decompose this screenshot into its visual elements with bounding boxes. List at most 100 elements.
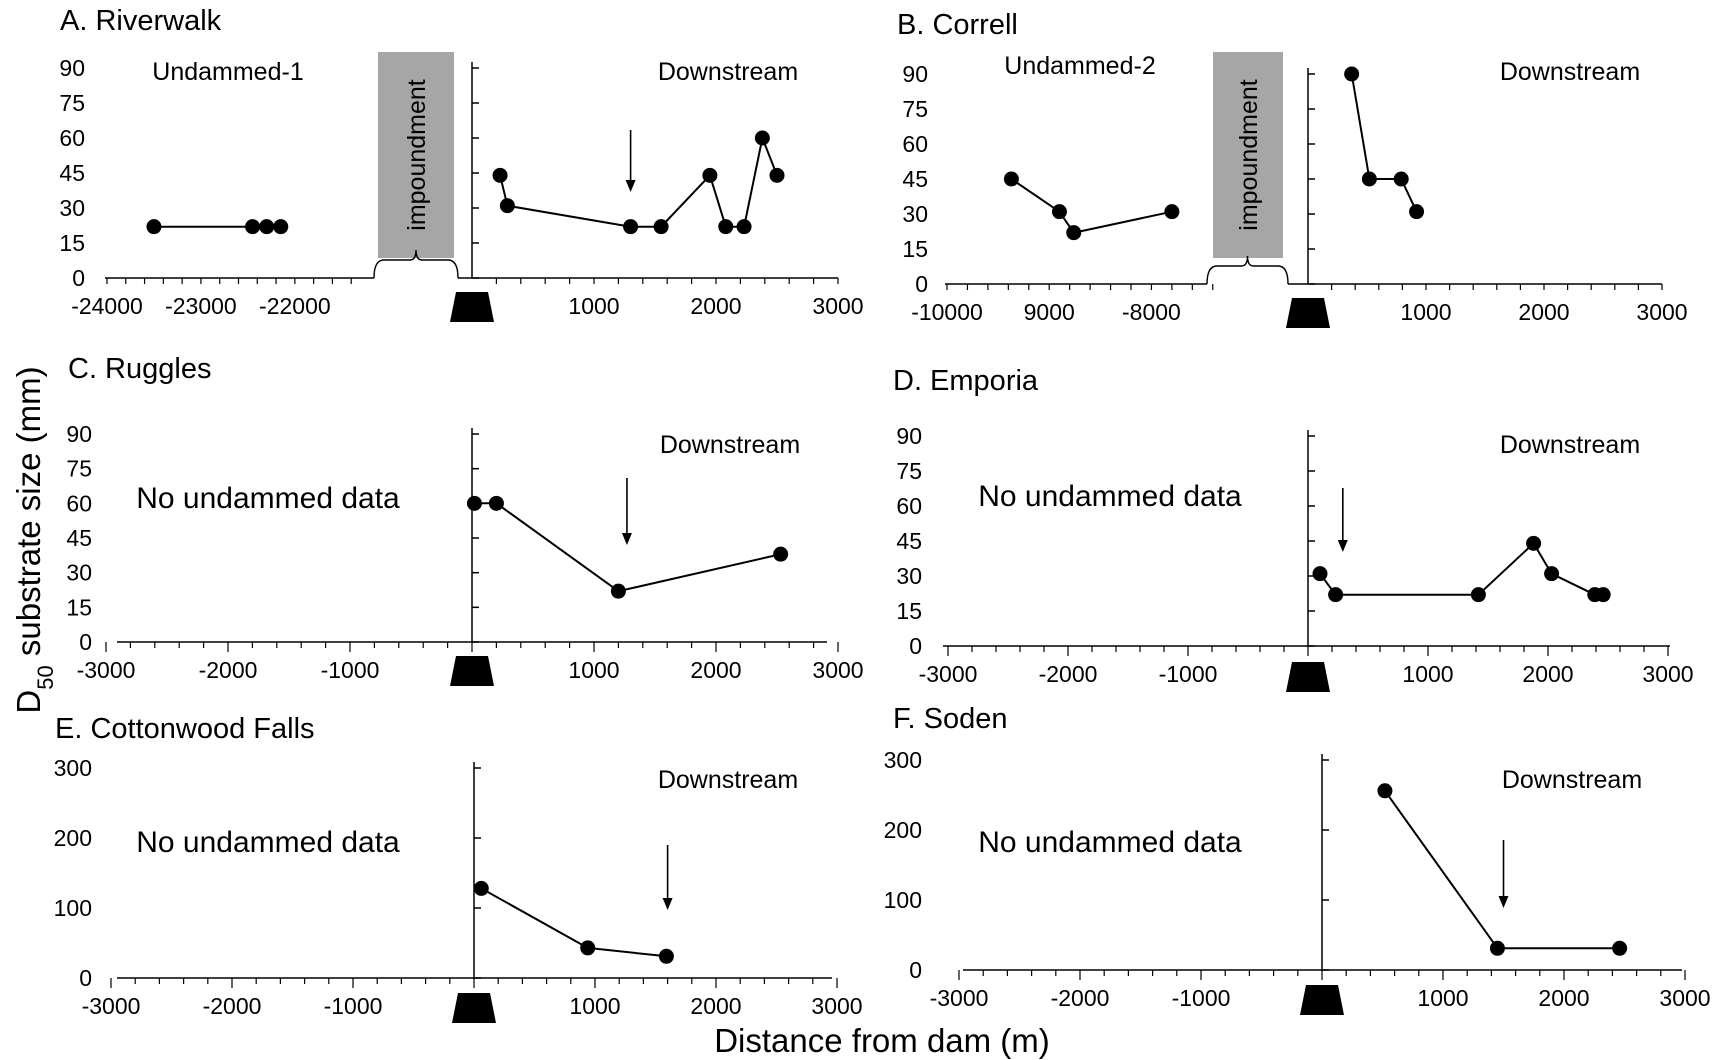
data-point [702,167,718,183]
panel-A: A. Riverwalk 0 15 30 45 60 75 90 -24000 -23000 -22… [59,5,864,322]
data-point [1066,225,1082,241]
series-line [1010,178,1173,234]
y-tick-label: 0 [72,265,85,291]
y-tick-label: 60 [66,490,92,516]
panel-E: E. Cottonwood Falls 0 100 200 300 -3000 -2000 -… [54,713,863,1023]
x-tick-label: -3000 [919,661,978,687]
x-tick-label: 3000 [812,293,863,319]
data-point [473,880,489,896]
x-tick-label: 3000 [1636,299,1687,325]
y-tick-label: 0 [915,271,928,297]
impoundment-brace [1206,255,1289,285]
data-point [754,130,770,146]
y-tick-label: 100 [54,895,92,921]
no-undammed-data-label: No undammed data [978,480,1242,513]
y-tick-label: 30 [896,563,922,589]
y-tick-label: 0 [79,965,92,991]
x-tick-label: -3000 [77,657,136,683]
x-tick-label: 1000 [568,657,619,683]
y-tick-label: 75 [66,456,92,482]
panel-title: D. Emporia [893,365,1039,397]
x-tick-label: -1000 [1159,661,1218,687]
series-line [480,887,667,958]
y-tick-label: 75 [896,458,922,484]
panel-title: C. Ruggles [68,353,211,385]
undammed-label: Undammed-1 [152,58,303,86]
data-point [259,219,275,235]
downstream-label: Downstream [1502,766,1642,794]
data-point [1164,204,1180,220]
data-point [773,546,789,562]
data-point [245,219,261,235]
x-tick-label: 2000 [1522,661,1573,687]
x-tick-label: 3000 [1642,661,1693,687]
dam-icon [452,993,496,1023]
data-point [1003,171,1019,187]
y-tick-label: 300 [54,755,92,781]
data-point [492,167,508,183]
x-tick-label: -2000 [1051,985,1110,1011]
data-point [499,198,515,214]
dam-icon [1300,985,1344,1015]
x-tick-label: 3000 [1659,985,1710,1011]
data-point [769,167,785,183]
y-tick-label: 0 [79,629,92,655]
y-tick-label: 90 [59,55,85,81]
panels-layer: A. Riverwalk 0 15 30 45 60 75 90 -24000 -23000 -22… [54,5,1711,1023]
y-tick-label: 75 [902,96,928,122]
y-tick-label: 60 [902,131,928,157]
series-line [499,134,778,228]
y-tick-label: 90 [66,421,92,447]
panel-D: D. Emporia 0 15 30 45 60 75 90 -3000 -2000 -1000 10… [893,365,1694,692]
y-tick-label: 90 [896,423,922,449]
data-point [610,583,626,599]
series-line [1319,541,1604,596]
arrow-head [621,533,632,545]
downstream-label: Downstream [658,766,798,794]
x-tick-label: -1000 [1172,985,1231,1011]
data-point [1489,940,1505,956]
x-tick-label: 1000 [1417,985,1468,1011]
data-point [1526,535,1542,551]
data-point [146,219,162,235]
data-point [1393,171,1409,187]
x-tick-label: 2000 [1518,299,1569,325]
data-point [273,219,289,235]
x-tick-label: -2000 [203,993,262,1019]
data-point [718,219,734,235]
no-undammed-data-label: No undammed data [978,826,1242,859]
x-axis-title: Distance from dam (m) [714,1022,1050,1059]
data-point [1312,566,1328,582]
x-tick-label: -2000 [1039,661,1098,687]
series-line [474,502,781,593]
data-point [1361,171,1377,187]
series-line [1350,73,1418,213]
x-tick-label: -1000 [324,993,383,1019]
no-undammed-data-label: No undammed data [136,826,400,859]
x-tick-label: -3000 [82,993,141,1019]
data-point [1409,204,1425,220]
impoundment-box [1213,52,1283,258]
x-tick-label: 3000 [811,993,862,1019]
x-tick-label: -23000 [165,293,237,319]
y-tick-label: 200 [54,825,92,851]
x-tick-label: -8000 [1122,299,1181,325]
data-point [488,495,504,511]
arrow-head [662,898,673,910]
x-tick-label: 3000 [812,657,863,683]
y-axis-title-main: D [10,690,47,714]
y-tick-label: 45 [902,166,928,192]
y-axis-title: D50 substrate size (mm) [10,366,58,713]
data-point [1595,587,1611,603]
panel-title: E. Cottonwood Falls [55,713,315,745]
downstream-label: Downstream [658,58,798,86]
x-tick-label: -10000 [911,299,983,325]
data-point [623,219,639,235]
data-point [1470,587,1486,603]
data-point [736,219,752,235]
panel-title: F. Soden [893,703,1007,735]
y-tick-label: 90 [902,61,928,87]
x-tick-label: 2000 [690,657,741,683]
panel-C: C. Ruggles 0 15 30 45 60 75 90 -3000 -2000 -1000 10… [66,353,864,686]
